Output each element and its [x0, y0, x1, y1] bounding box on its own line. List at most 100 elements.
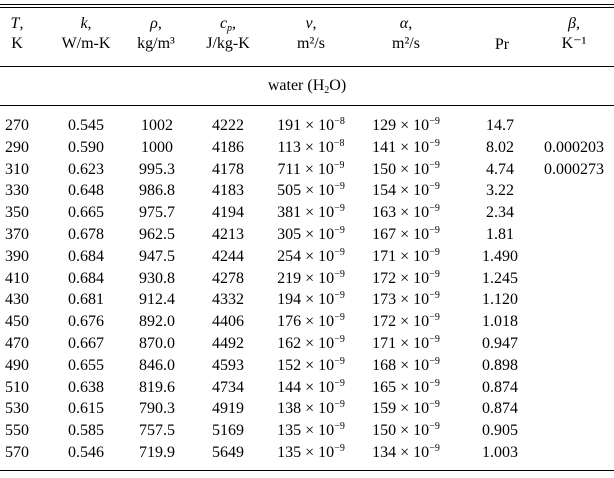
cell-T: 550 [5, 422, 29, 440]
cell-Pr: 3.22 [486, 182, 514, 200]
cell-cp: 4593 [212, 356, 244, 374]
cell-nu: 135 × 10−9 [277, 421, 345, 440]
cell-Pr: 0.905 [482, 422, 518, 440]
cell-cp: 4492 [212, 335, 244, 352]
cell-cp: 4178 [212, 160, 244, 178]
cell-Pr: 1.120 [482, 291, 518, 309]
cell-nu: 138 × 10−9 [277, 399, 345, 418]
cell-Pr: 1.81 [486, 226, 514, 243]
cell-k: 0.684 [68, 247, 104, 265]
cell-cp: 4919 [212, 400, 244, 418]
cell-alpha: 150 × 10−9 [372, 421, 440, 440]
cell-Pr: 4.74 [486, 160, 514, 178]
section-label: water (H2O) [267, 77, 347, 96]
cell-alpha: 168 × 10−9 [372, 355, 440, 374]
table-row: 370 0.678 962.5 4213 305 × 10−9 167 × 10−9 1.8… [0, 225, 614, 245]
cell-nu: 219 × 10−9 [277, 268, 345, 287]
cell-T: 470 [5, 335, 29, 352]
cell-T: 290 [5, 138, 29, 156]
cell-Pr: 8.02 [486, 138, 514, 156]
cell-alpha: 129 × 10−9 [372, 116, 440, 135]
cell-cp: 4213 [212, 226, 244, 243]
cell-Pr: 0.874 [482, 400, 518, 418]
cell-Pr: 1.003 [482, 444, 518, 461]
cell-cp: 4332 [212, 291, 244, 309]
cell-k: 0.638 [68, 378, 104, 396]
cell-cp: 4278 [212, 269, 244, 287]
cell-alpha: 172 × 10−9 [372, 268, 440, 287]
header-col-alpha: α, m²/s [361, 14, 451, 54]
cell-k: 0.546 [68, 444, 104, 461]
cell-nu: 191 × 10−8 [277, 116, 345, 135]
cell-rho: 719.9 [139, 444, 175, 461]
cell-alpha: 150 × 10−9 [372, 159, 440, 178]
table-row: 290 0.590 1000 4186 113 × 10−8 141 × 10−9 8.02… [0, 138, 614, 158]
table-row: 310 0.623 995.3 4178 711 × 10−9 150 × 10−9 4.7… [0, 160, 614, 180]
header-col-beta: β, K⁻¹ [529, 14, 614, 54]
cell-alpha: 172 × 10−9 [372, 312, 440, 331]
cell-alpha: 159 × 10−9 [372, 399, 440, 418]
cell-nu: 162 × 10−9 [277, 334, 345, 353]
cell-cp: 4183 [212, 182, 244, 200]
cell-alpha: 171 × 10−9 [372, 246, 440, 265]
header-symbol: α, [399, 15, 413, 32]
cell-cp: 4734 [212, 378, 244, 396]
table-row: 510 0.638 819.6 4734 144 × 10−9 165 × 10−9 0.8… [0, 378, 614, 398]
cell-k: 0.590 [68, 138, 104, 156]
table-row: 410 0.684 930.8 4278 219 × 10−9 172 × 10−9 1.2… [0, 269, 614, 289]
header-col-cp: cp, J/kg-K [183, 14, 273, 54]
cell-T: 330 [5, 182, 29, 200]
cell-T: 350 [5, 204, 29, 222]
cell-rho: 947.5 [139, 247, 175, 265]
bottom-rule [0, 470, 614, 471]
cell-T: 270 [5, 117, 29, 134]
table-row: 550 0.585 757.5 5169 135 × 10−9 150 × 10−9 0.9… [0, 421, 614, 441]
cell-nu: 135 × 10−9 [277, 443, 345, 462]
cell-rho: 995.3 [139, 160, 175, 178]
cell-rho: 1000 [141, 138, 173, 156]
cell-nu: 254 × 10−9 [277, 246, 345, 265]
cell-k: 0.623 [68, 160, 104, 178]
cell-rho: 930.8 [139, 269, 175, 287]
header-symbol: β, [568, 15, 580, 32]
cell-rho: 912.4 [139, 291, 175, 309]
table-row: 450 0.676 892.0 4406 176 × 10−9 172 × 10−9 1.0… [0, 312, 614, 332]
cell-k: 0.667 [68, 335, 104, 352]
cell-Pr: 1.490 [482, 247, 518, 265]
cell-cp: 4186 [212, 138, 244, 156]
cell-k: 0.678 [68, 226, 104, 243]
header-unit: m²/s [297, 35, 325, 52]
cell-nu: 144 × 10−9 [277, 377, 345, 396]
cell-Pr: 0.898 [482, 356, 518, 374]
top-rule-1 [0, 4, 614, 5]
header-col-T: T, K [0, 14, 62, 54]
table-row: 490 0.655 846.0 4593 152 × 10−9 168 × 10−9 0.8… [0, 356, 614, 376]
top-rule-2 [0, 7, 614, 8]
header-col-rho: ρ, kg/m³ [111, 14, 201, 54]
header-rule [0, 66, 614, 67]
cell-k: 0.655 [68, 356, 104, 374]
cell-rho: 757.5 [139, 422, 175, 440]
cell-alpha: 173 × 10−9 [372, 290, 440, 309]
cell-cp: 4222 [212, 117, 244, 134]
header-col-k: k, W/m-K [41, 14, 131, 54]
cell-Pr: 0.947 [482, 335, 518, 352]
header-col-nu: ν, m²/s [266, 14, 356, 54]
table-row: 330 0.648 986.8 4183 505 × 10−9 154 × 10−9 3.2… [0, 181, 614, 201]
header-unit: J/kg-K [206, 35, 250, 52]
cell-k: 0.615 [68, 400, 104, 418]
cell-k: 0.648 [68, 182, 104, 200]
cell-nu: 505 × 10−9 [277, 181, 345, 200]
cell-rho: 819.6 [139, 378, 175, 396]
cell-nu: 381 × 10−9 [277, 203, 345, 222]
cell-cp: 4406 [212, 313, 244, 331]
cell-Pr: 14.7 [486, 117, 514, 134]
header-unit: Pr [494, 36, 510, 53]
cell-nu: 176 × 10−9 [277, 312, 345, 331]
cell-alpha: 171 × 10−9 [372, 334, 440, 353]
cell-T: 530 [5, 400, 29, 418]
header-symbol: k, [80, 15, 92, 32]
cell-T: 410 [5, 269, 29, 287]
header-symbol: ρ, [150, 15, 162, 32]
cell-alpha: 167 × 10−9 [372, 225, 440, 244]
